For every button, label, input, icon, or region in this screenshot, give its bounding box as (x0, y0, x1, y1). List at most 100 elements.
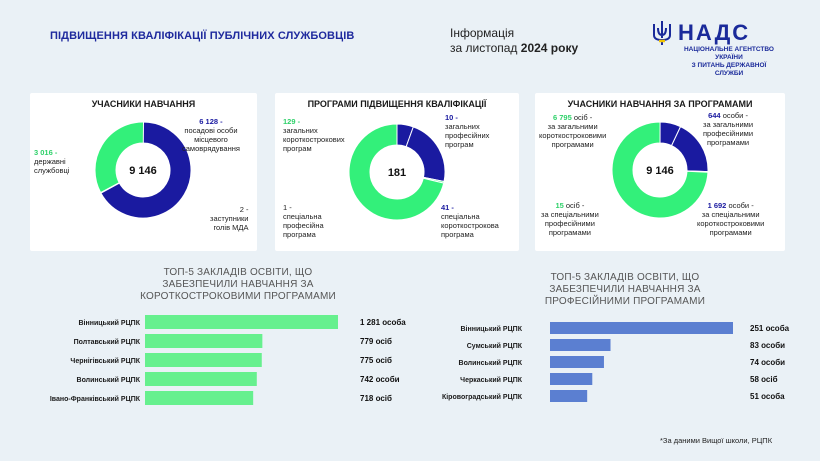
annotation-line: короткостроковими (697, 219, 765, 228)
bar-value-label: 251 особа (750, 324, 790, 333)
bar-value-label: 775 осіб (360, 356, 392, 365)
title-line: ПРОФЕСІЙНИМИ ПРОГРАМАМИ (544, 296, 706, 307)
annotation-line: програм (445, 140, 474, 149)
annotation-value: 3 016 - (34, 148, 58, 157)
report-period: Інформація за листопад 2024 року (450, 26, 578, 56)
annotation-line: професійних (445, 131, 490, 140)
title-line: ЗАБЕЗПЕЧИЛИ НАВЧАННЯ ЗА (162, 279, 314, 290)
annotation-line: короткостроковими (539, 131, 607, 140)
annotation-slice-3: 6 795 осіб - за загальними короткостроко… (539, 113, 606, 149)
card-programs: ПРОГРАМИ ПІДВИЩЕННЯ КВАЛІФІКАЦІЇ 181 10 … (275, 93, 519, 251)
annotation-suffix: особи - (720, 111, 748, 120)
card-participants: УЧАСНИКИ НАВЧАННЯ 9 146 6 128 - посадові… (30, 93, 257, 251)
bar (550, 322, 733, 334)
card-participants-by-program: УЧАСНИКИ НАВЧАННЯ ЗА ПРОГРАМАМИ 9 146 64… (535, 93, 785, 251)
donut-center-value: 181 (388, 167, 406, 179)
donut-participants: 9 146 (94, 121, 192, 219)
bar-category-label: Чернігівський РЦПК (70, 357, 140, 365)
title-line: КОРОТКОСТРОКОВИМИ ПРОГРАМАМИ (140, 291, 336, 302)
logo-subtitle-line1: НАЦІОНАЛЬНЕ АГЕНТСТВО УКРАЇНИ (683, 46, 774, 61)
annotation-head: 6 795 осіб - (539, 113, 606, 122)
annotation-line: голів МДА (213, 223, 249, 232)
annotation-line: програм (283, 144, 312, 153)
donut-participants-by-program: 9 146 (611, 121, 709, 219)
annotation-value: 10 - (445, 113, 458, 122)
card-title: ПРОГРАМИ ПІДВИЩЕННЯ КВАЛІФІКАЦІЇ (307, 99, 487, 109)
bar (145, 391, 254, 405)
pie-slice (405, 126, 446, 183)
bar-chart-short: Вінницький РЦПК 1 281 особа Полтавський РЦ… (50, 315, 406, 405)
card-title: УЧАСНИКИ НАВЧАННЯ ЗА ПРОГРАМАМИ (567, 99, 753, 109)
annotation-slice-1: 41 - спеціальна короткострокова програма (441, 203, 499, 239)
bar-chart-prof: Вінницький РЦПК 251 особа Сумський РЦПК 83 … (442, 322, 790, 402)
logo-name: НАДС (678, 20, 751, 45)
annotation-value: 2 - (239, 205, 249, 214)
annotation-line: за спеціальними (701, 210, 760, 219)
bar-category-label: Вінницький РЦПК (460, 325, 522, 333)
bar-category-label: Полтавський РЦПК (74, 338, 141, 346)
bar (145, 334, 263, 348)
annotation-value: 41 - (441, 203, 454, 212)
bar-value-label: 74 особи (750, 358, 785, 367)
bar-category-label: Вінницький РЦПК (78, 319, 140, 327)
bar-chart-title-short: ТОП-5 ЗАКЛАДІВ ОСВІТИ, ЩО ЗАБЕЗПЕЧИЛИ НА… (108, 267, 368, 303)
logo-subtitle-line2: З ПИТАНЬ ДЕРЖАВНОЇ СЛУЖБИ (691, 62, 767, 77)
annotation-line: службовці (34, 166, 70, 175)
annotation-line: заступники (210, 214, 249, 223)
annotation-value: 644 (708, 111, 721, 120)
info-line2: за листопад 2024 року (450, 41, 578, 56)
annotation-value: 6 128 - (199, 117, 223, 126)
page-title: ПІДВИЩЕННЯ КВАЛІФІКАЦІЇ ПУБЛІЧНИХ СЛУЖБО… (50, 30, 355, 42)
bar-category-label: Волинський РЦПК (77, 376, 141, 384)
annotation-line: державні (34, 157, 66, 166)
annotation-line: професійними (544, 219, 595, 228)
bar-value-label: 718 осіб (360, 394, 392, 403)
bar (145, 315, 338, 329)
annotation-line: посадові особи (184, 126, 238, 135)
annotation-slice-2: 1 - спеціальна професійна програма (283, 203, 324, 239)
annotation-slice-1: 2 - заступники голів МДА (210, 205, 249, 232)
annotation-line: професійними (703, 129, 754, 138)
bar-value-label: 51 особа (750, 392, 785, 401)
pie-slice (611, 121, 709, 219)
bar (145, 353, 262, 367)
annotation-value: 15 (555, 201, 564, 210)
annotation-slice-1: 1 692 особи - за спеціальними короткостр… (697, 201, 764, 237)
nads-logo: НАДС НАЦІОНАЛЬНЕ АГЕНТСТВО УКРАЇНИ З ПИТ… (650, 20, 780, 77)
annotation-slice-3: 129 - загальних короткострокових програм (283, 117, 345, 153)
annotation-suffix: осіб - (563, 201, 585, 210)
annotation-line: спеціальна (441, 212, 480, 221)
annotation-line: за загальними (547, 122, 598, 131)
info-line1: Інформація (450, 26, 515, 40)
annotation-value: 1 692 (707, 201, 727, 210)
card-title: УЧАСНИКИ НАВЧАННЯ (91, 99, 196, 109)
bar (550, 390, 588, 402)
annotation-line: програмами (551, 140, 594, 149)
donut-center-value: 9 146 (129, 165, 157, 177)
annotation-slice-2: 3 016 - державні службовці (34, 148, 69, 175)
annotation-value: 129 - (283, 117, 301, 126)
title-line: ТОП-5 ЗАКЛАДІВ ОСВІТИ, ЩО (163, 267, 313, 278)
annotation-line: місцевого (194, 135, 228, 144)
donut-programs: 181 (348, 123, 446, 221)
annotation-line: програмами (709, 228, 752, 237)
annotation-slice-0: 644 особи - за загальними професійними п… (703, 111, 753, 147)
annotation-value: 1 - (283, 203, 292, 212)
annotation-line: за спеціальними (541, 210, 599, 219)
bar-value-label: 742 особи (360, 375, 400, 384)
bar (550, 339, 611, 351)
trident-icon (653, 21, 671, 45)
annotation-line: спеціальна (283, 212, 322, 221)
annotation-line: програмами (706, 138, 750, 147)
bar-category-label: Кіровоградський РЦПК (442, 393, 523, 401)
annotation-line: короткострокова (441, 221, 499, 230)
bar-category-label: Сумський РЦПК (467, 342, 523, 350)
info-line2-prefix: за листопад (450, 41, 521, 55)
bar-category-label: Волинський РЦПК (459, 359, 523, 367)
logo-subtitle: НАЦІОНАЛЬНЕ АГЕНТСТВО УКРАЇНИ З ПИТАНЬ Д… (677, 46, 781, 78)
info-line2-year: 2024 року (520, 41, 579, 55)
annotation-slice-2: 15 осіб - за спеціальними професійними п… (541, 201, 599, 237)
annotation-head: 644 особи - (703, 111, 753, 120)
annotation-line: програма (283, 230, 316, 239)
bar-value-label: 83 особи (750, 341, 785, 350)
